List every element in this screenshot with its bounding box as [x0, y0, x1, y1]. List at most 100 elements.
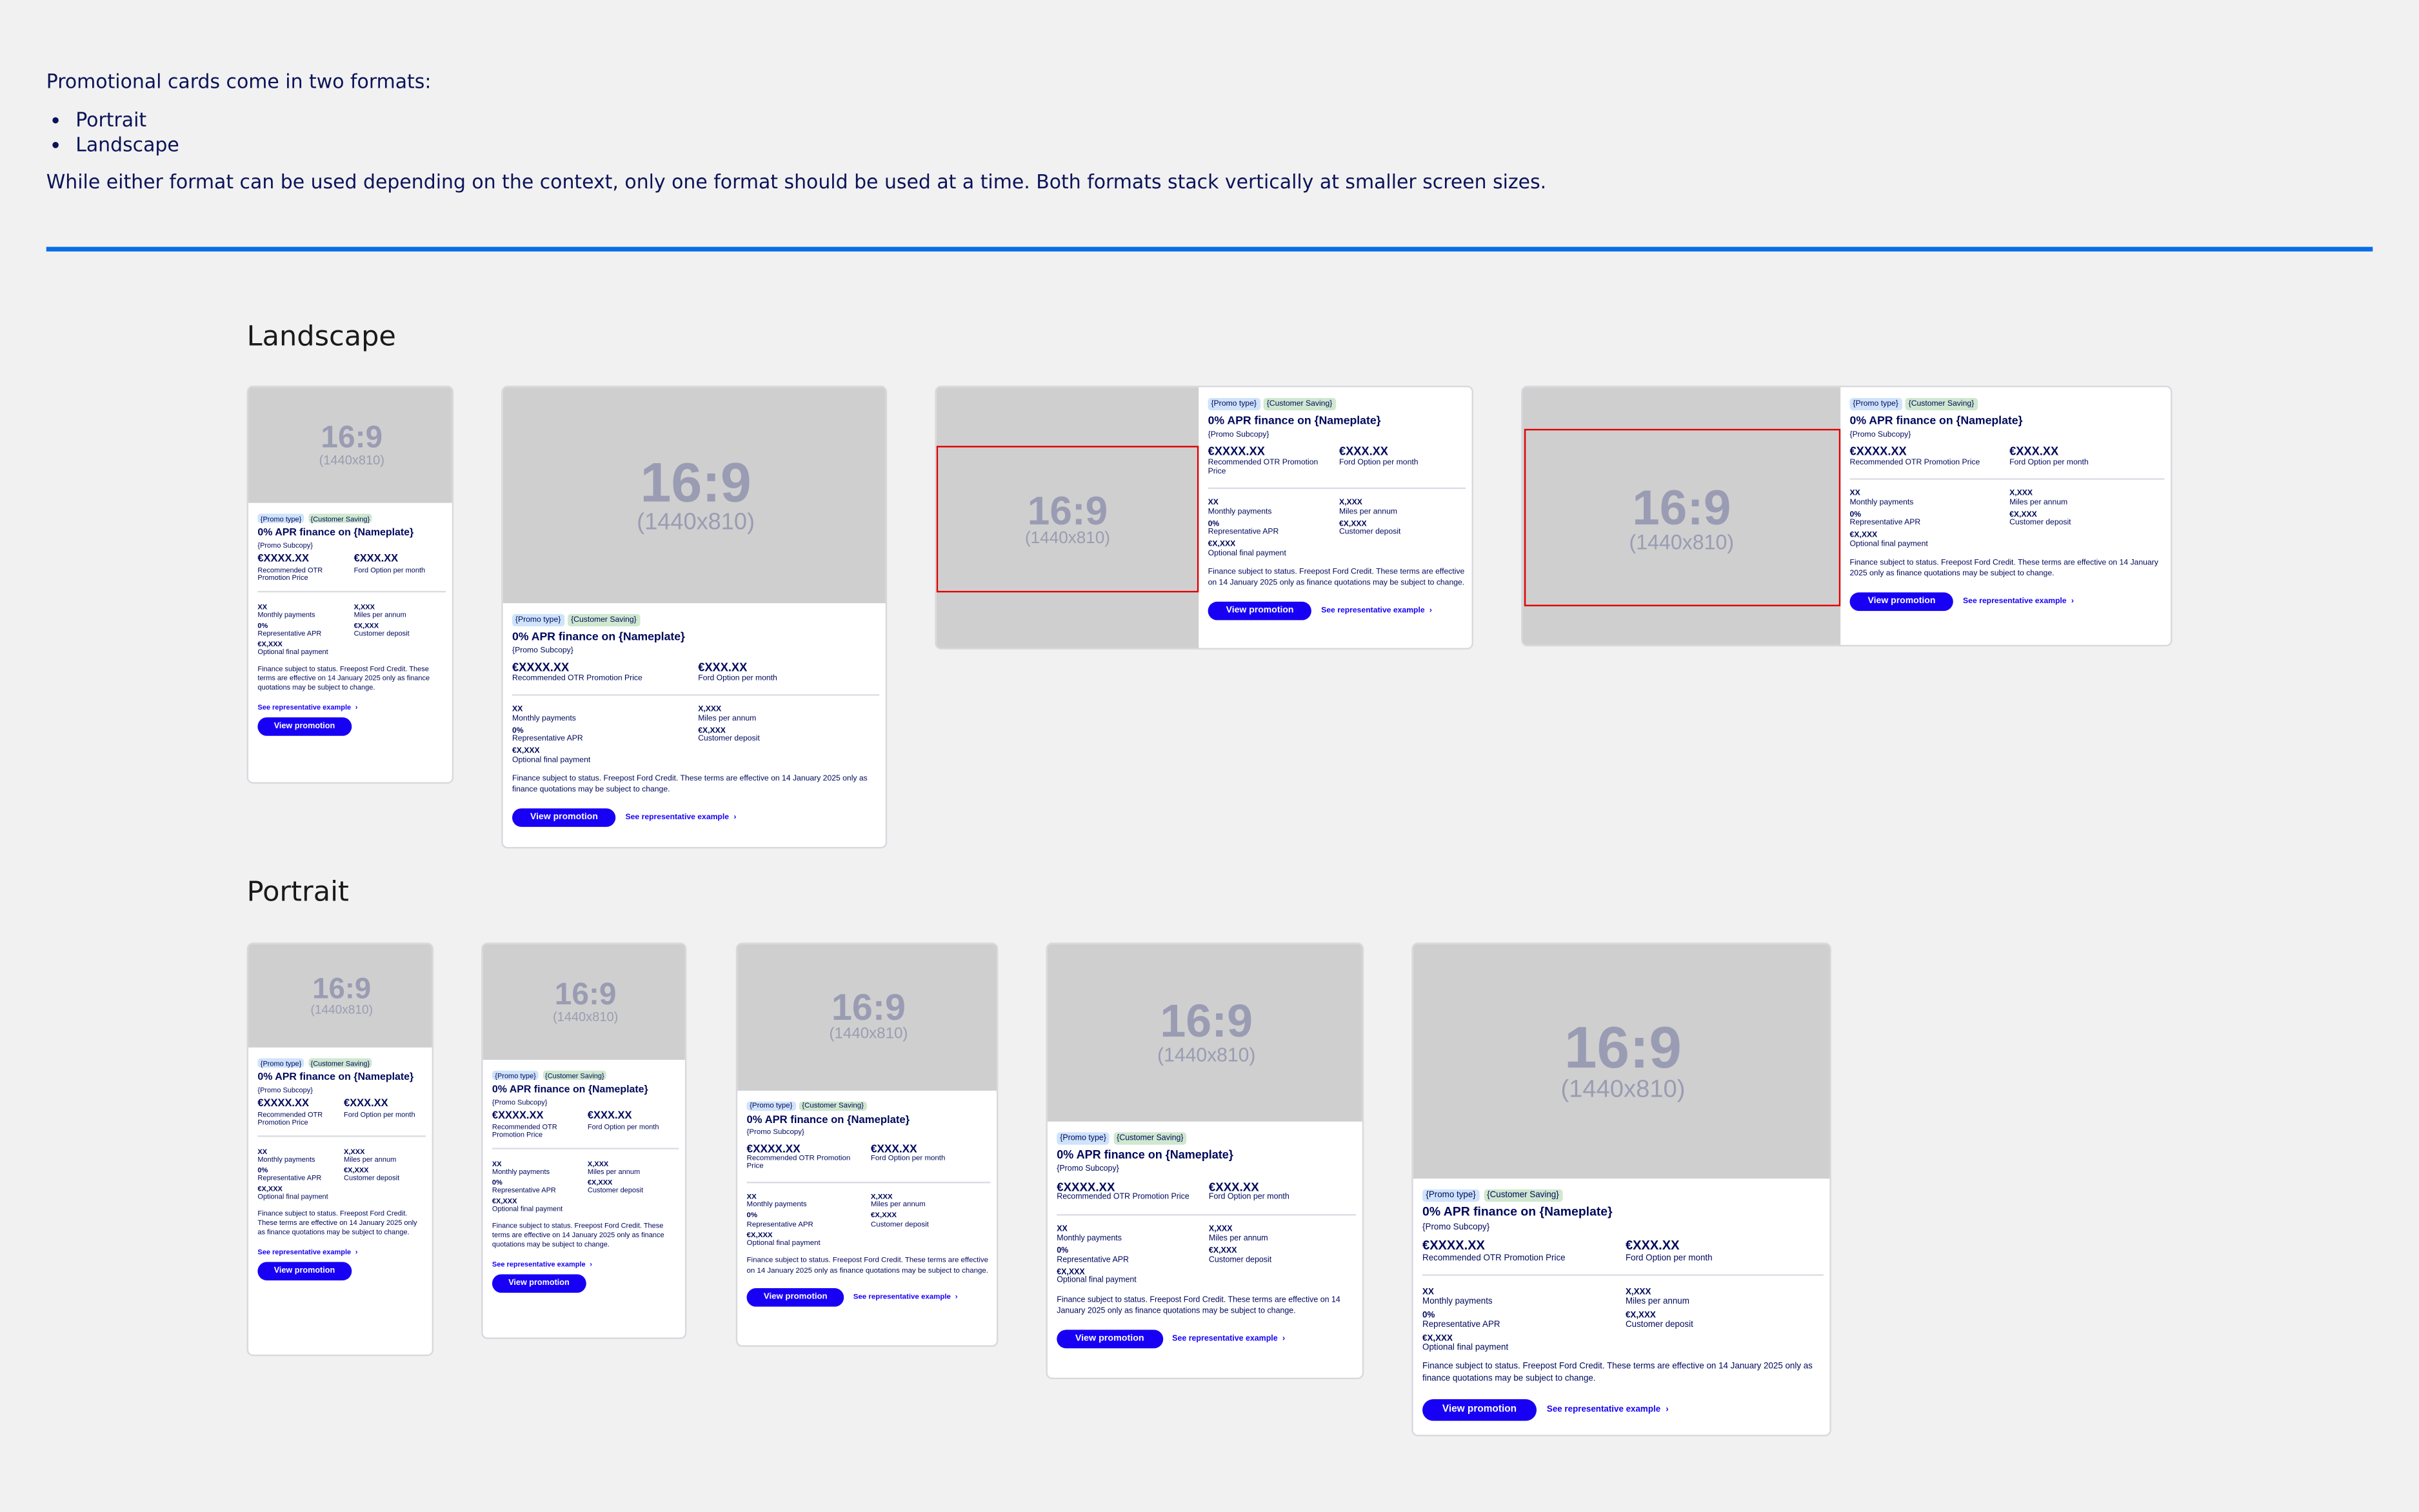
- representative-example-link[interactable]: See representative example ›: [1321, 606, 1432, 615]
- detail-label: Customer deposit: [1339, 528, 1401, 537]
- detail-value: 0%: [257, 621, 268, 630]
- card-divider: [1422, 1275, 1824, 1277]
- promo-card: 16:9 (1440x810) {Promo type} {Customer S…: [1521, 385, 2173, 647]
- view-promotion-button[interactable]: View promotion: [1422, 1398, 1537, 1421]
- chevron-right-icon: ›: [1282, 1334, 1286, 1344]
- detail-label: Optional final payment: [512, 755, 591, 765]
- placeholder-dims: (1440x810): [1157, 1044, 1256, 1067]
- otr-price-label: Recommended OTR Promotion Price: [512, 673, 642, 683]
- detail-value: XX: [257, 602, 268, 611]
- card-content: {Promo type} {Customer Saving} 0% APR fi…: [492, 1070, 679, 1293]
- card-content: {Promo type} {Customer Saving} 0% APR fi…: [1422, 1189, 1824, 1421]
- card-divider: [492, 1148, 679, 1150]
- promo-card: 16:9 (1440x810) {Promo type} {Customer S…: [735, 942, 999, 1347]
- promo-type-tag: {Promo type}: [512, 613, 564, 626]
- representative-example-link[interactable]: See representative example ›: [492, 1261, 592, 1269]
- link-label: See representative example: [853, 1293, 951, 1302]
- detail-label: Monthly payments: [1208, 507, 1272, 517]
- chevron-right-icon: ›: [1666, 1405, 1669, 1415]
- card-subcopy: {Promo Subcopy}: [512, 646, 573, 657]
- view-promotion-button[interactable]: View promotion: [746, 1288, 845, 1308]
- link-label: See representative example: [1546, 1405, 1661, 1415]
- view-promotion-button[interactable]: View promotion: [257, 1262, 352, 1281]
- intro-note: While either format can be used dependin…: [46, 170, 1547, 193]
- detail-value: X,XXX: [698, 705, 722, 715]
- representative-example-link[interactable]: See representative example ›: [626, 813, 737, 822]
- link-label: See representative example: [257, 704, 352, 712]
- terms-text: Finance subject to status. Freepost Ford…: [257, 664, 430, 692]
- promo-card: 16:9 (1440x810) {Promo type} {Customer S…: [481, 942, 687, 1339]
- image-placeholder: 16:9 (1440x810): [248, 387, 452, 503]
- link-label: See representative example: [1321, 606, 1425, 615]
- representative-example-link[interactable]: See representative example ›: [257, 704, 357, 711]
- monthly-price: €XXX.XX: [698, 661, 748, 675]
- promo-card: 16:9 (1440x810) {Promo type} {Customer S…: [1046, 942, 1364, 1380]
- view-promotion-button[interactable]: View promotion: [1057, 1329, 1163, 1349]
- detail-value: X,XXX: [1339, 498, 1362, 508]
- detail-value: €X,XXX: [1625, 1311, 1656, 1320]
- promo-type-tag: {Promo type}: [257, 513, 304, 524]
- detail-label: Optional final payment: [492, 1205, 563, 1213]
- customer-saving-tag: {Customer Saving}: [1263, 398, 1336, 410]
- detail-value: X,XXX: [2009, 489, 2033, 499]
- terms-text: Finance subject to status. Freepost Ford…: [257, 1209, 417, 1237]
- detail-value: X,XXX: [353, 602, 375, 611]
- detail-value: 0%: [492, 1179, 503, 1187]
- view-promotion-button[interactable]: View promotion: [257, 718, 352, 737]
- detail-label: Optional final payment: [746, 1240, 821, 1249]
- detail-label: Optional final payment: [1057, 1276, 1137, 1286]
- otr-price: €XXXX.XX: [746, 1141, 801, 1155]
- card-subcopy: {Promo Subcopy}: [1422, 1223, 1490, 1233]
- promo-type-tag: {Promo type}: [1208, 398, 1260, 410]
- detail-label: Representative APR: [1208, 528, 1279, 537]
- promo-type-tag: {Promo type}: [1057, 1132, 1110, 1144]
- detail-value: X,XXX: [344, 1148, 365, 1156]
- detail-value: €X,XXX: [1208, 540, 1236, 550]
- view-promotion-button[interactable]: View promotion: [1208, 601, 1312, 621]
- representative-example-link[interactable]: See representative example ›: [1547, 1406, 1669, 1415]
- detail-label: Representative APR: [257, 1174, 322, 1182]
- monthly-price-label: Ford Option per month: [870, 1155, 946, 1163]
- view-promotion-button[interactable]: View promotion: [492, 1275, 586, 1293]
- placeholder-ratio: 16:9: [831, 988, 906, 1030]
- card-content: {Promo type} {Customer Saving} 0% APR fi…: [1849, 398, 2165, 612]
- card-content: {Promo type} {Customer Saving} 0% APR fi…: [746, 1101, 991, 1308]
- otr-price-label: Recommended OTR Promotion Price: [1208, 457, 1319, 477]
- representative-example-link[interactable]: See representative example ›: [1963, 597, 2074, 606]
- otr-price: €XXXX.XX: [257, 554, 309, 566]
- representative-example-link[interactable]: See representative example ›: [1172, 1335, 1285, 1344]
- card-content: {Promo type} {Customer Saving} 0% APR fi…: [257, 1058, 426, 1281]
- detail-value: X,XXX: [587, 1160, 609, 1168]
- detail-value: XX: [1057, 1225, 1068, 1235]
- intro: Promotional cards come in two formats: P…: [46, 70, 1546, 193]
- detail-label: Representative APR: [1057, 1255, 1129, 1265]
- terms-text: Finance subject to status. Freepost Ford…: [512, 775, 868, 795]
- card-divider: [512, 694, 880, 697]
- chevron-right-icon: ›: [733, 813, 737, 822]
- detail-value: €X,XXX: [257, 640, 283, 648]
- monthly-price-label: Ford Option per month: [1339, 457, 1419, 468]
- representative-example-link[interactable]: See representative example ›: [853, 1294, 958, 1302]
- detail-value: €X,XXX: [1422, 1333, 1453, 1344]
- detail-value: 0%: [1208, 519, 1220, 529]
- detail-value: €X,XXX: [512, 747, 540, 757]
- representative-example-link[interactable]: See representative example ›: [257, 1248, 357, 1256]
- otr-price: €XXXX.XX: [1422, 1237, 1485, 1253]
- detail-label: Miles per annum: [870, 1201, 926, 1209]
- placeholder-dims: (1440x810): [1629, 530, 1735, 554]
- detail-label: Customer deposit: [587, 1186, 644, 1195]
- detail-label: Customer deposit: [1208, 1255, 1272, 1265]
- card-title: 0% APR finance on {Nameplate}: [257, 527, 414, 538]
- view-promotion-button[interactable]: View promotion: [512, 808, 616, 828]
- detail-value: €X,XXX: [1208, 1246, 1237, 1256]
- card-divider: [1849, 478, 2165, 481]
- otr-price: €XXXX.XX: [1057, 1179, 1115, 1193]
- view-promotion-button[interactable]: View promotion: [1849, 592, 1954, 612]
- terms-text: Finance subject to status. Freepost Ford…: [1849, 559, 2158, 579]
- customer-saving-tag: {Customer Saving}: [308, 1058, 373, 1068]
- detail-value: 0%: [1057, 1246, 1069, 1256]
- format-list: Portrait Landscape: [46, 108, 1546, 157]
- card-subcopy: {Promo Subcopy}: [746, 1129, 804, 1137]
- promo-type-tag: {Promo type}: [492, 1070, 539, 1081]
- placeholder-ratio: 16:9: [1632, 479, 1731, 535]
